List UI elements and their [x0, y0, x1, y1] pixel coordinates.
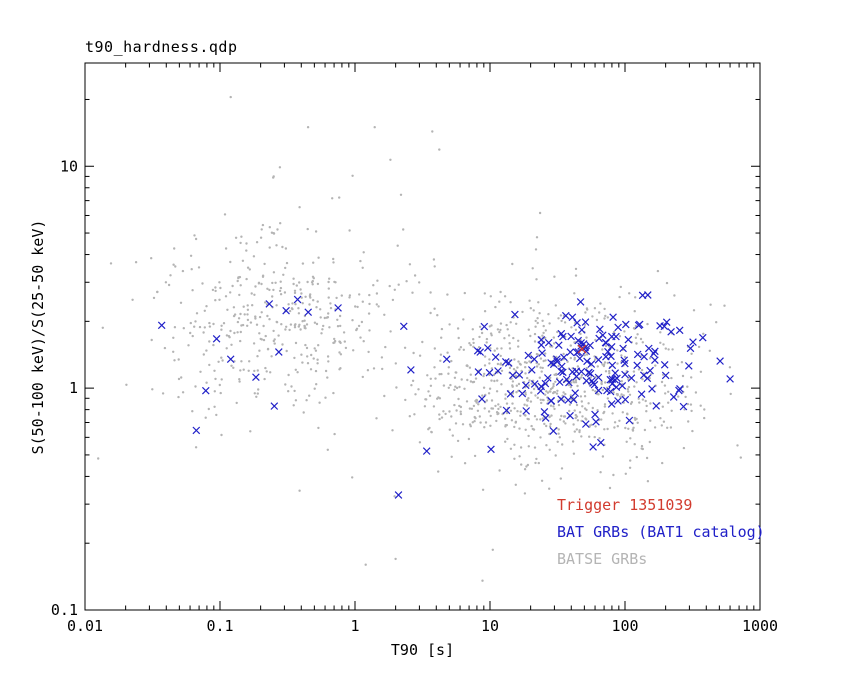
svg-text:10: 10: [60, 157, 78, 175]
axes: [84, 62, 761, 611]
svg-text:0.1: 0.1: [206, 617, 233, 635]
scatter-series-0: [97, 95, 742, 582]
scatter-series-1: [157, 291, 734, 499]
svg-text:0.1: 0.1: [51, 601, 78, 619]
svg-text:1: 1: [350, 617, 359, 635]
y-axis-label: S(50-100 keV)/S(25-50 keV): [29, 219, 47, 455]
x-axis-label: T90 [s]: [390, 641, 455, 659]
svg-text:100: 100: [611, 617, 638, 635]
legend-item-bat-grbs: BAT GRBs (BAT1 catalog): [557, 523, 765, 541]
svg-text:0.01: 0.01: [67, 617, 103, 635]
legend: Trigger 1351039 BAT GRBs (BAT1 catalog) …: [557, 492, 765, 573]
svg-text:1: 1: [69, 379, 78, 397]
legend-item-trigger: Trigger 1351039: [557, 496, 693, 514]
tick-marks: [85, 63, 760, 610]
svg-text:1000: 1000: [742, 617, 778, 635]
scatter-series-2: [577, 344, 587, 354]
svg-text:10: 10: [481, 617, 499, 635]
legend-item-batse-grbs: BATSE GRBs: [557, 550, 648, 568]
plot-title: t90_hardness.qdp: [85, 38, 238, 56]
